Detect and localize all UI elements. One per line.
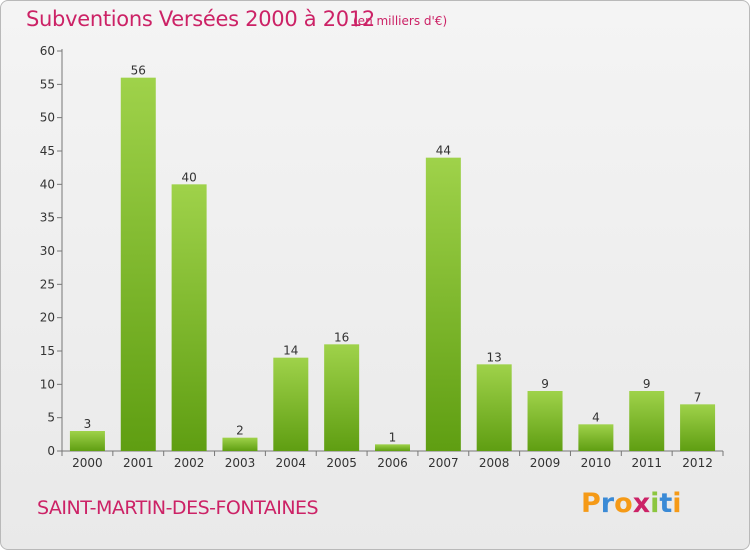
x-tick-label: 2002 [174,456,205,470]
commune-name: SAINT-MARTIN-DES-FONTAINES [37,497,319,519]
bar-2009 [527,391,563,451]
x-tick-label: 2005 [326,456,357,470]
proxiti-logo: Proxiti [581,488,682,519]
data-label: 56 [131,64,146,78]
bar-2012 [680,404,716,451]
x-tick-label: 2012 [682,456,713,470]
y-tick-label: 55 [40,77,55,91]
data-label: 16 [334,330,349,344]
bar-2000 [69,431,105,451]
logo-letter: r [600,488,615,519]
y-tick-label: 15 [40,344,55,358]
logo-letter: t [659,488,673,519]
x-tick-label: 2001 [123,456,154,470]
y-tick-label: 25 [40,277,55,291]
data-label: 7 [694,390,702,404]
data-label: 13 [487,350,502,364]
logo-letter: i [650,488,660,519]
x-tick-label: 2000 [72,456,103,470]
logo-letter: i [672,488,682,519]
x-tick-label: 2009 [530,456,561,470]
data-label: 9 [541,377,549,391]
bar-2008 [476,364,512,451]
y-tick-label: 10 [40,377,55,391]
logo-letter: P [581,488,601,519]
chart-subtitle: (en milliers d'€) [353,14,448,28]
bar-2003 [222,437,258,451]
x-tick-label: 2007 [428,456,459,470]
y-tick-label: 35 [40,211,55,225]
x-tick-label: 2010 [581,456,612,470]
bar-2007 [425,157,461,451]
y-tick-label: 50 [40,111,55,125]
bar-2005 [324,344,360,451]
bar-2006 [375,444,410,451]
y-tick-label: 5 [47,411,55,425]
data-label: 1 [389,430,397,444]
x-tick-label: 2011 [631,456,662,470]
data-label: 40 [181,170,196,184]
x-tick-label: 2003 [225,456,256,470]
y-tick-label: 60 [40,44,55,58]
y-tick-label: 45 [40,144,55,158]
y-tick-label: 40 [40,177,55,191]
data-label: 9 [643,377,651,391]
logo-letter: o [614,488,633,519]
x-tick-label: 2008 [479,456,510,470]
x-tick-label: 2004 [276,456,307,470]
logo-letter: x [632,488,651,519]
bar-2002 [171,184,207,452]
data-label: 44 [436,144,451,158]
bar-2010 [578,424,614,451]
data-label: 3 [84,417,92,431]
chart-title: Subventions Versées 2000 à 2012 [26,7,375,31]
x-tick-label: 2006 [377,456,408,470]
data-label: 2 [236,424,244,438]
bar-2001 [120,77,156,452]
y-tick-label: 30 [40,244,55,258]
bar-2011 [629,391,665,451]
data-label: 14 [283,344,298,358]
y-tick-label: 20 [40,311,55,325]
bar-2004 [273,357,309,451]
y-tick-label: 0 [47,444,55,458]
data-label: 4 [592,410,600,424]
